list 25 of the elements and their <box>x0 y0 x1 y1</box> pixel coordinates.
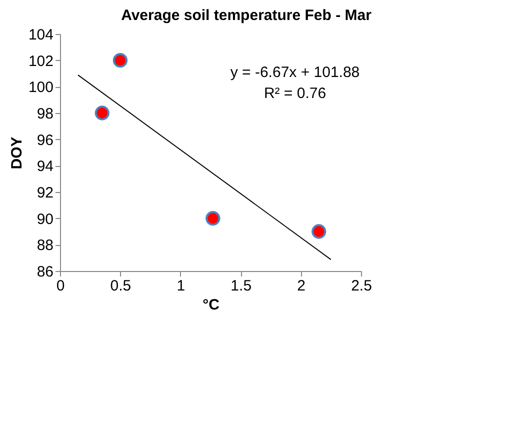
point <box>206 211 220 226</box>
x-tick-label: 0.5 <box>110 278 132 294</box>
y-tick-label: 86 <box>36 264 54 280</box>
chart-title: Average soil temperature Feb - Mar <box>121 7 372 24</box>
point <box>312 224 326 239</box>
annotation: R² = 0.76 <box>264 85 326 102</box>
y-tick-label: 88 <box>36 237 54 254</box>
x-tick-label: 2 <box>297 278 306 294</box>
y-tick-label: 92 <box>36 184 54 202</box>
x-tick-label: 2.5 <box>351 278 372 294</box>
y-tick-label: 102 <box>28 52 54 70</box>
y-tick-label: 94 <box>36 158 54 176</box>
y-tick-label: 100 <box>28 79 54 96</box>
y-tick-label: 104 <box>28 26 54 44</box>
annotation: y = -6.67x + 101.88 <box>230 64 360 81</box>
y-tick-label: 96 <box>36 132 54 149</box>
x-tick-label: 1.5 <box>230 278 252 294</box>
point <box>112 53 128 68</box>
x-tick-label: 0 <box>56 278 65 294</box>
x-axis-title: °C <box>202 296 220 314</box>
x-tick-label: 1 <box>176 278 186 294</box>
point <box>94 106 110 120</box>
y-tick-label: 98 <box>36 106 54 122</box>
y-tick-label: 90 <box>36 210 54 228</box>
y-axis-title: DOY <box>8 136 26 170</box>
